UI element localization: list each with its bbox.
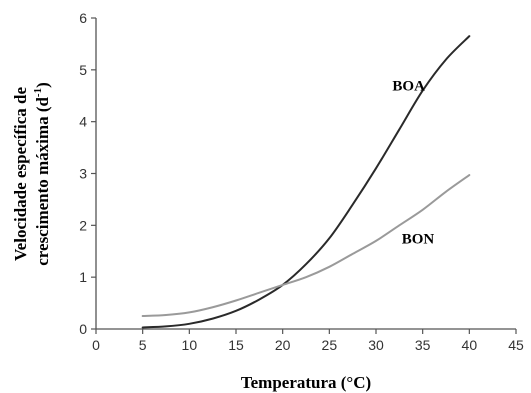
x-tick-label: 45: [508, 337, 524, 353]
x-tick-label: 5: [139, 337, 147, 353]
series-label-bon: BON: [402, 231, 435, 247]
y-tick-label: 4: [79, 114, 87, 130]
x-tick-label: 15: [228, 337, 244, 353]
series-label-boa: BOA: [392, 79, 425, 95]
y-tick-label: 0: [79, 321, 87, 337]
y-axis-title-line2-suffix: ): [33, 82, 52, 88]
x-tick-label: 35: [415, 337, 431, 353]
y-axis-title: Velocidade específica de crescimento máx…: [11, 82, 52, 266]
x-tick-label: 25: [322, 337, 338, 353]
series-layer: [141, 35, 471, 329]
x-tick-label: 10: [182, 337, 198, 353]
x-tick-label: 0: [92, 337, 100, 353]
y-tick-label: 5: [79, 62, 87, 78]
series-line-boa: [141, 35, 471, 329]
y-axis-title-superscript: -1: [32, 88, 44, 97]
y-tick-label: 1: [79, 269, 87, 285]
x-tick-label: 20: [275, 337, 291, 353]
y-axis-title-line2-prefix: crescimento máxima (d: [33, 97, 52, 266]
x-tick-label: 30: [368, 337, 384, 353]
y-tick-label: 3: [79, 166, 87, 182]
x-tick-label: 40: [462, 337, 478, 353]
x-ticks: 0 5 10 15 20 25 30 35 40 45: [92, 329, 524, 353]
series-labels: BOA BON: [392, 79, 434, 248]
y-tick-label: 6: [79, 10, 87, 26]
y-ticks: 0 1 2 3 4 5 6: [79, 10, 96, 337]
x-axis-title: Temperatura (°C): [241, 373, 371, 392]
y-axis-title-line1: Velocidade específica de: [11, 87, 30, 262]
y-axis-title-line2: crescimento máxima (d-1): [32, 82, 52, 266]
y-tick-label: 2: [79, 217, 87, 233]
series-line-bon: [141, 174, 471, 318]
